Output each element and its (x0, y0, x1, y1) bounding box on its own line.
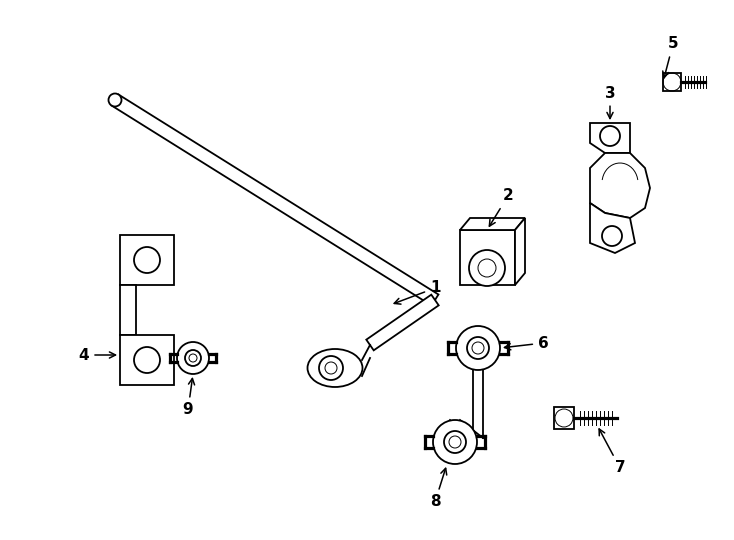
Text: 4: 4 (79, 348, 115, 362)
Circle shape (469, 250, 505, 286)
Circle shape (444, 431, 466, 453)
Polygon shape (112, 94, 438, 306)
Circle shape (109, 93, 122, 106)
Polygon shape (366, 295, 439, 350)
Circle shape (456, 326, 500, 370)
Text: 1: 1 (394, 280, 440, 304)
Polygon shape (590, 153, 650, 218)
Polygon shape (460, 218, 525, 230)
Text: 6: 6 (504, 335, 549, 350)
Polygon shape (515, 218, 525, 285)
Circle shape (134, 247, 160, 273)
Text: 8: 8 (429, 468, 447, 510)
Circle shape (600, 126, 620, 146)
Polygon shape (120, 335, 174, 385)
Bar (554, 407, 574, 429)
Circle shape (433, 420, 477, 464)
Circle shape (177, 342, 209, 374)
Bar (663, 73, 681, 91)
Bar (460, 230, 515, 285)
Ellipse shape (308, 349, 363, 387)
Text: 7: 7 (599, 429, 625, 476)
Polygon shape (120, 235, 174, 285)
Circle shape (319, 356, 343, 380)
Circle shape (467, 337, 489, 359)
Polygon shape (590, 123, 630, 153)
Polygon shape (120, 285, 136, 335)
Circle shape (185, 350, 201, 366)
Text: 9: 9 (183, 379, 195, 417)
Polygon shape (590, 203, 635, 253)
Circle shape (602, 226, 622, 246)
Text: 5: 5 (663, 37, 678, 78)
Circle shape (134, 347, 160, 373)
Text: 3: 3 (605, 85, 615, 118)
Text: 2: 2 (490, 188, 513, 226)
